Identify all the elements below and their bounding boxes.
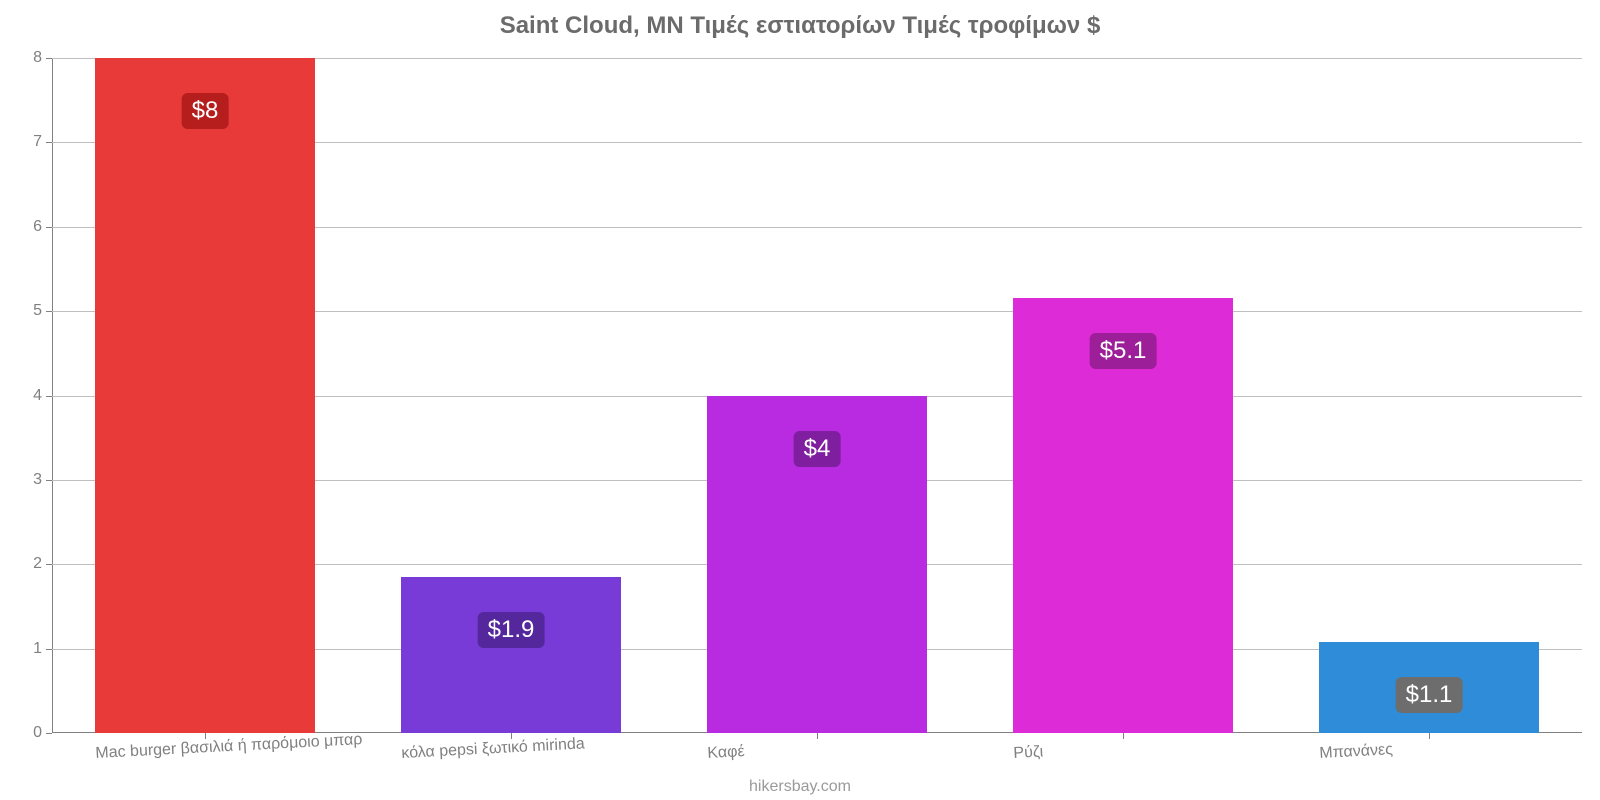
y-tick-label: 1 (33, 640, 52, 658)
y-tick-label: 4 (33, 387, 52, 405)
x-axis-label: Μπανάνες (1319, 741, 1393, 763)
y-tick-label: 8 (33, 49, 52, 67)
value-badge: $5.1 (1090, 333, 1157, 369)
y-tick-label: 6 (33, 218, 52, 236)
x-tick (511, 733, 512, 739)
value-badge: $4 (794, 431, 841, 467)
x-axis-label: Ρύζι (1013, 743, 1044, 763)
x-tick (1123, 733, 1124, 739)
x-tick (817, 733, 818, 739)
credit-text: hikersbay.com (749, 778, 851, 796)
y-tick-label: 3 (33, 471, 52, 489)
plot-area: 012345678$8Mac burger βασιλιά ή παρόμοιο… (52, 58, 1582, 733)
y-tick-label: 2 (33, 555, 52, 573)
value-badge: $8 (182, 93, 229, 129)
price-bar-chart: Saint Cloud, MN Τιμές εστιατορίων Τιμές … (0, 0, 1600, 800)
x-axis-label: κόλα pepsi ξωτικό mirinda (401, 735, 585, 763)
chart-title: Saint Cloud, MN Τιμές εστιατορίων Τιμές … (500, 12, 1101, 40)
bar (401, 577, 621, 733)
value-badge: $1.1 (1396, 677, 1463, 713)
x-axis-label: Mac burger βασιλιά ή παρόμοιο μπαρ (95, 731, 363, 763)
value-badge: $1.9 (478, 612, 545, 648)
x-tick (205, 733, 206, 739)
x-tick (1429, 733, 1430, 739)
y-tick-label: 7 (33, 133, 52, 151)
y-tick-label: 5 (33, 302, 52, 320)
y-tick-label: 0 (33, 724, 52, 742)
bar (95, 58, 315, 733)
x-axis-label: Καφέ (707, 743, 745, 763)
